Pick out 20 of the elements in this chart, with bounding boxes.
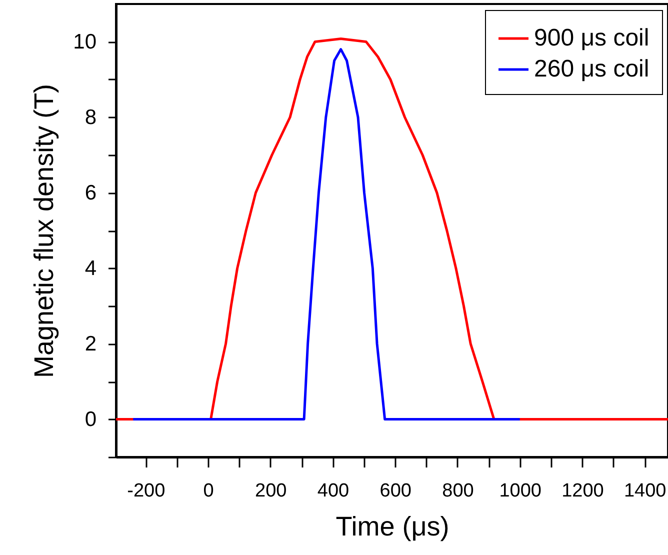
y-tick-label: 0 (84, 408, 96, 431)
y-tick-label: 4 (84, 256, 97, 280)
x-tick-label: 1400 (624, 480, 666, 502)
y-tick-label: 10 (73, 30, 96, 54)
x-tick-label: 0 (203, 480, 214, 502)
x-tick-label: 200 (255, 480, 287, 502)
x-tick-label: 1200 (562, 480, 604, 502)
x-tick-label: 800 (442, 480, 474, 502)
x-axis-title: Time (μs) (336, 512, 450, 542)
legend-label: 900 μs coil (534, 24, 650, 52)
y-tick-label: 6 (84, 181, 96, 204)
x-tick-label: -200 (127, 480, 166, 502)
x-tick-label: 600 (380, 480, 412, 502)
y-tick-label: 2 (84, 332, 96, 356)
legend-label: 260 μs coil (534, 56, 650, 82)
x-tick-label: 1000 (499, 480, 542, 502)
line-series (132, 48, 522, 420)
y-tick-label: 8 (84, 106, 96, 129)
y-axis-title: Magnetic flux density (T) (29, 84, 60, 378)
x-tick-label: 400 (317, 480, 350, 502)
